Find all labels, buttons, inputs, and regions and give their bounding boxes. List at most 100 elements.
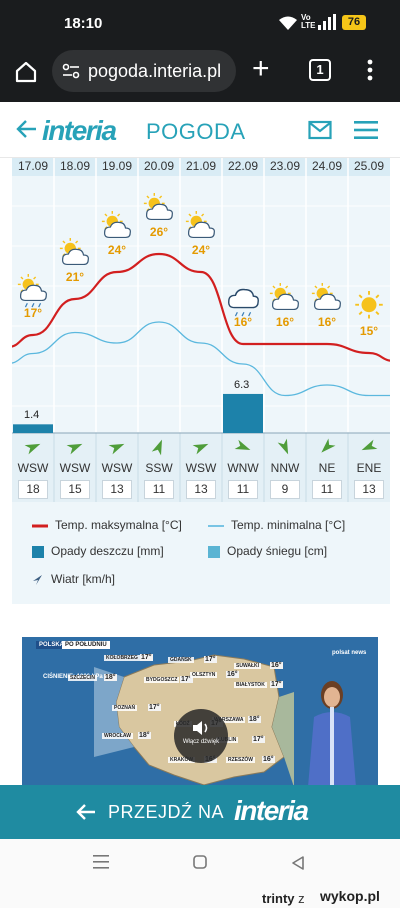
- day-column: 18.09 21° WSW 15: [54, 158, 96, 502]
- home-icon[interactable]: [14, 60, 38, 84]
- precip-bar: [13, 424, 53, 433]
- day-date: 17.09: [17, 159, 49, 173]
- wind-direction-icon: [361, 439, 378, 451]
- unmute-label[interactable]: Włącz dźwięk: [182, 739, 220, 745]
- map-city-temp: 16°: [262, 756, 275, 763]
- banner-label[interactable]: PRZEJDŹ NA: [108, 802, 225, 822]
- back-arrow-icon: [76, 804, 95, 820]
- unmute-button[interactable]: Włącz dźwięk: [174, 709, 228, 763]
- wind-direction-icon: [151, 439, 162, 456]
- map-city-temp: 18°: [104, 674, 117, 681]
- banner-interia-logo[interactable]: interia: [234, 795, 309, 826]
- wind-direction-icon: [234, 439, 251, 450]
- day-column: 23.09 16° NNW 9: [264, 158, 306, 502]
- wind-direction-label: WSW: [59, 461, 91, 475]
- day-column: 17.09 17° WSW 18: [12, 158, 54, 502]
- weather-video-player[interactable]: POLSKA PO POŁUDNIU CIŚNIENIE: 1006 hPa K…: [22, 637, 378, 787]
- section-title[interactable]: POGODA: [146, 119, 246, 144]
- wind-direction-label: WSW: [185, 461, 217, 475]
- wind-direction-label: NE: [318, 461, 336, 475]
- day-date: 25.09: [353, 159, 385, 173]
- map-city-name: OLSZTYN: [190, 672, 218, 678]
- wind-speed-label: 13: [102, 480, 132, 499]
- wind-direction-label: WNW: [227, 461, 259, 475]
- map-city-name: BIAŁYSTOK: [234, 682, 267, 688]
- wind-speed-label: 18: [18, 480, 48, 499]
- battery-icon: 76: [342, 15, 366, 30]
- max-temp-label: 17°: [23, 306, 43, 320]
- mail-icon[interactable]: [308, 120, 332, 140]
- map-city-temp: 17°: [140, 654, 153, 661]
- site-settings-icon[interactable]: [62, 63, 80, 79]
- status-bar: 18:10 Vo LTE 76: [0, 0, 400, 46]
- url-text[interactable]: pogoda.interia.pl: [88, 61, 222, 81]
- day-date: 24.09: [311, 159, 343, 173]
- max-temp-label: 15°: [359, 324, 379, 338]
- recent-apps-icon[interactable]: [93, 855, 109, 869]
- legend-item-min-temp: Temp. minimalna [°C]: [208, 518, 345, 536]
- cloud-rain-icon: [226, 282, 260, 323]
- wind-speed-label: 11: [144, 480, 174, 499]
- hamburger-menu-icon[interactable]: [354, 120, 378, 140]
- map-city-name: WARSZAWA: [212, 717, 246, 723]
- more-menu-icon[interactable]: [366, 58, 374, 82]
- partly-cloudy-icon: [100, 210, 134, 251]
- home-button-icon[interactable]: [193, 855, 207, 869]
- wind-speed-label: 11: [228, 480, 258, 499]
- wind-direction-icon: [192, 443, 209, 455]
- day-column: 25.09 15° ENE 13: [348, 158, 390, 502]
- watermark-user: trinty z: [262, 891, 305, 906]
- address-bar[interactable]: pogoda.interia.pl: [52, 50, 236, 92]
- partly-cloudy-icon: [184, 210, 218, 251]
- wind-speed-label: 13: [186, 480, 216, 499]
- map-city-temp: 18°: [248, 716, 261, 723]
- map-city-temp: 17°: [148, 704, 161, 711]
- wind-speed-label: 15: [60, 480, 90, 499]
- back-arrow-icon[interactable]: [16, 118, 38, 140]
- max-temp-label: 16°: [233, 315, 253, 329]
- status-time: 18:10: [64, 15, 103, 32]
- day-column: 24.09 16° NE 11: [306, 158, 348, 502]
- wind-direction-icon: [277, 438, 289, 455]
- tab-count-button[interactable]: 1: [309, 59, 331, 81]
- precip-value-label: 1.4: [24, 409, 40, 422]
- map-city-name: RZESZÓW: [226, 757, 255, 763]
- precip-value-label: 6.3: [234, 378, 250, 391]
- legend-item-wind: Wiatr [km/h]: [32, 572, 115, 590]
- precip-bar: [223, 393, 263, 433]
- wind-arrow-icon: [33, 574, 42, 585]
- wind-direction-icon: [24, 443, 41, 455]
- day-column: 21.09 24° WSW 13: [180, 158, 222, 502]
- day-date: 18.09: [59, 159, 91, 173]
- partly-cloudy-icon: [142, 192, 176, 233]
- max-temp-label: 26°: [149, 225, 169, 239]
- wind-direction-icon: [66, 443, 83, 455]
- day-date: 23.09: [269, 159, 301, 173]
- max-temp-label: 24°: [191, 243, 211, 257]
- day-column: 22.09 16° WNW 11: [222, 158, 264, 502]
- map-city-name: SZCZECIN: [68, 675, 97, 681]
- wind-direction-label: NNW: [270, 461, 300, 475]
- back-button-icon[interactable]: [292, 856, 304, 870]
- wind-direction-icon: [321, 438, 336, 453]
- wifi-icon: [279, 16, 297, 30]
- day-column: 19.09 24° WSW 13: [96, 158, 138, 502]
- map-city-temp: 17°: [252, 736, 265, 743]
- goto-interia-banner[interactable]: PRZEJDŹ NA interia: [0, 785, 400, 839]
- interia-logo[interactable]: interia: [42, 115, 117, 146]
- legend-item-snow: Opady śniegu [cm]: [208, 544, 327, 562]
- wind-direction-label: SSW: [145, 461, 173, 475]
- map-city-temp: 17°: [180, 676, 193, 683]
- map-city-temp: 16°: [270, 662, 283, 669]
- day-date: 19.09: [101, 159, 133, 173]
- day-date: 22.09: [227, 159, 259, 173]
- wind-speed-label: 11: [312, 480, 342, 499]
- partly-cloudy-rain-icon: [16, 273, 50, 314]
- day-column: 20.09 26° SSW 11: [138, 158, 180, 502]
- new-tab-button[interactable]: +: [252, 52, 270, 85]
- max-temp-label: 21°: [65, 270, 85, 284]
- system-nav-bar: trinty z wykop.pl: [0, 839, 400, 908]
- max-temp-line: [12, 252, 390, 362]
- legend-item-rain: Opady deszczu [mm]: [32, 544, 164, 562]
- speaker-icon: [193, 721, 208, 735]
